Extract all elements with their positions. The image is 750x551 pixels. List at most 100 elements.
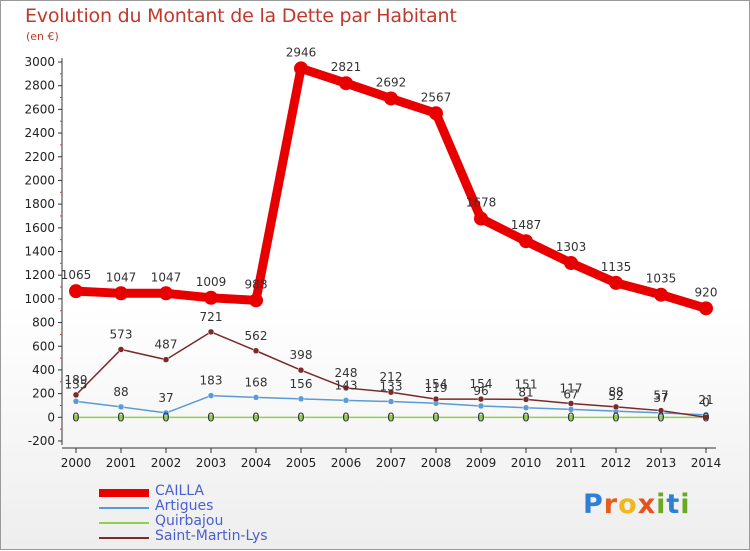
x-tick-label: 2005 <box>286 456 317 470</box>
data-point <box>564 255 578 270</box>
data-point <box>207 392 215 399</box>
data-label: 154 <box>425 377 448 391</box>
data-label: 1135 <box>601 260 632 274</box>
data-point <box>477 395 485 403</box>
data-label: 2692 <box>376 75 407 89</box>
data-point <box>432 395 440 403</box>
data-point <box>702 414 710 421</box>
legend-label: Saint-Martin-Lys <box>155 528 268 544</box>
data-point <box>609 275 623 290</box>
data-point <box>117 403 125 411</box>
data-label: 562 <box>245 329 268 343</box>
data-label: 67 <box>563 387 578 401</box>
data-point <box>384 91 398 106</box>
x-tick-label: 2013 <box>646 456 677 470</box>
x-tick-label: 2000 <box>61 456 92 470</box>
data-label: 0 <box>252 410 260 424</box>
data-point <box>477 414 485 421</box>
data-point <box>252 414 260 421</box>
y-tick-label: 2600 <box>24 102 55 116</box>
data-label: 0 <box>207 410 215 424</box>
data-point <box>387 414 395 421</box>
data-label: 2946 <box>286 45 317 59</box>
data-label: 88 <box>113 385 128 399</box>
legend-label: CAILLA <box>155 483 204 499</box>
legend-label: Quirbajou <box>155 513 224 529</box>
data-point <box>567 400 575 407</box>
logo-letter: i <box>680 489 691 520</box>
y-tick-label: 1000 <box>24 292 55 306</box>
data-label: 1065 <box>61 268 92 282</box>
data-point <box>207 414 215 421</box>
data-point <box>522 396 530 403</box>
data-point <box>612 403 620 411</box>
data-point <box>297 395 305 403</box>
data-point <box>72 391 80 399</box>
data-point <box>339 76 353 91</box>
y-tick-label: 1400 <box>24 245 55 259</box>
legend-label: Artigues <box>155 498 214 514</box>
data-label: 1047 <box>151 270 182 284</box>
data-point <box>342 414 350 421</box>
x-tick-label: 2007 <box>376 456 407 470</box>
data-point <box>567 414 575 421</box>
data-label: 1303 <box>556 240 587 254</box>
data-point <box>162 356 170 363</box>
y-tick-label: 0 <box>47 410 55 424</box>
data-point <box>342 384 350 392</box>
data-label: 135 <box>65 377 88 391</box>
logo-letter: o <box>618 489 638 520</box>
data-label: 21 <box>698 393 713 407</box>
legend-item: Saint-Martin-Lys <box>99 528 319 544</box>
x-tick-label: 2011 <box>556 456 587 470</box>
data-label: 1487 <box>511 218 542 232</box>
data-label: 0 <box>342 410 350 424</box>
data-point <box>522 404 530 411</box>
data-label: 96 <box>473 384 488 398</box>
data-point <box>432 414 440 421</box>
data-label: 119 <box>425 381 448 395</box>
y-tick-label: 2800 <box>24 79 55 93</box>
data-label: 0 <box>657 410 665 424</box>
x-tick-label: 2009 <box>466 456 497 470</box>
data-label: 212 <box>380 370 403 384</box>
y-tick-label: 2400 <box>24 126 55 140</box>
data-label: 0 <box>612 410 620 424</box>
data-label: 920 <box>695 285 718 299</box>
data-label: 1009 <box>196 275 227 289</box>
logo-letter: P <box>583 489 604 520</box>
proxiti-logo: Proxiti <box>583 489 691 520</box>
x-tick-label: 2010 <box>511 456 542 470</box>
data-point <box>204 290 218 305</box>
data-point <box>69 284 83 299</box>
legend-item: Quirbajou <box>99 513 319 529</box>
data-point <box>117 414 125 421</box>
data-point <box>429 106 443 121</box>
data-label: 143 <box>335 378 358 392</box>
x-tick-label: 2001 <box>106 456 137 470</box>
data-label: 1678 <box>466 196 497 210</box>
y-tick-label: 800 <box>32 316 55 330</box>
data-point <box>114 286 128 301</box>
x-tick-label: 2006 <box>331 456 362 470</box>
legend-swatch <box>99 489 149 497</box>
data-point <box>297 366 305 374</box>
data-label: 0 <box>567 410 575 424</box>
data-label: 248 <box>335 366 358 380</box>
x-tick-label: 2003 <box>196 456 227 470</box>
data-label: 0 <box>702 410 710 424</box>
data-label: 57 <box>653 389 668 403</box>
data-label: 0 <box>117 410 125 424</box>
data-label: 81 <box>518 386 533 400</box>
data-label: 0 <box>522 410 530 424</box>
y-tick-label: 3000 <box>24 55 55 69</box>
data-label: 154 <box>470 377 493 391</box>
data-point <box>387 398 395 405</box>
data-point <box>699 301 713 316</box>
chart-subtitle: (en €) <box>26 30 59 43</box>
y-tick-label: 1600 <box>24 221 55 235</box>
data-point <box>387 388 395 396</box>
data-point <box>297 414 305 421</box>
